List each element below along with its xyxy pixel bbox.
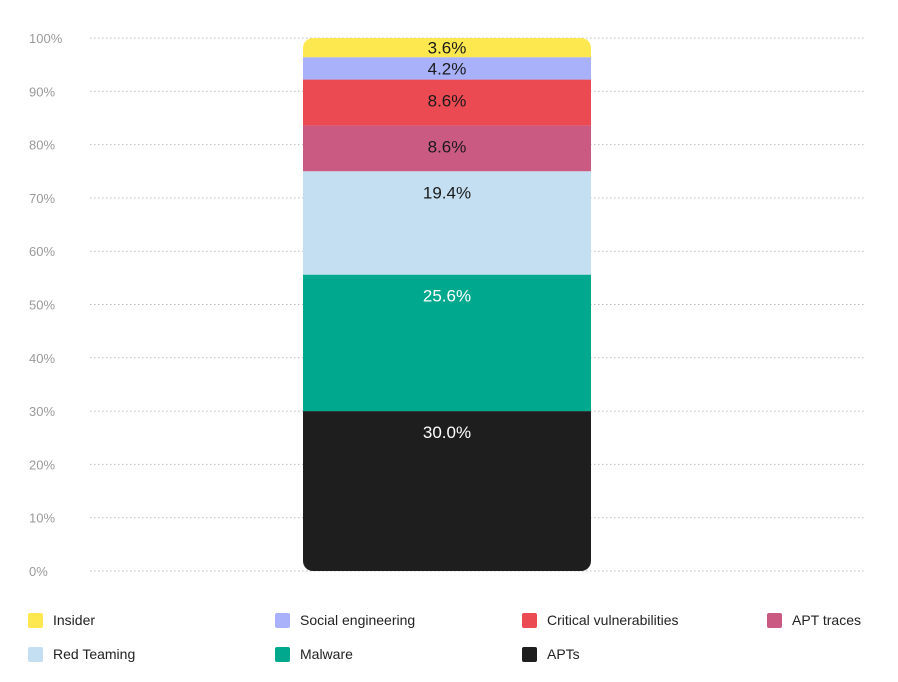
legend: Insider Social engineering Critical vuln… [0, 600, 898, 682]
bar-segment [303, 125, 591, 172]
bar-value-label: 25.6% [423, 287, 471, 306]
y-tick-label: 90% [29, 84, 55, 99]
legend-item-social-engineering: Social engineering [275, 612, 415, 628]
bar-value-label: 3.6% [428, 39, 467, 58]
legend-swatch-red-teaming [28, 646, 43, 662]
legend-swatch-apt-traces [767, 612, 782, 628]
bar-segment [303, 38, 591, 58]
y-tick-label: 0% [29, 564, 48, 579]
legend-label-critical-vulnerabilities: Critical vulnerabilities [547, 612, 679, 628]
legend-item-apt-traces: APT traces [767, 612, 861, 628]
stacked-bar [303, 38, 591, 571]
legend-label-malware: Malware [300, 646, 353, 662]
legend-label-apt-traces: APT traces [792, 612, 861, 628]
legend-item-insider: Insider [28, 612, 95, 628]
y-tick-label: 100% [29, 31, 63, 46]
legend-item-red-teaming: Red Teaming [28, 646, 135, 662]
legend-label-social-engineering: Social engineering [300, 612, 416, 628]
legend-label-apts: APTs [547, 646, 580, 662]
bar-segment [303, 79, 591, 126]
bar-value-label: 8.6% [428, 137, 467, 156]
legend-swatch-social-engineering [275, 612, 290, 628]
chart-canvas: 0% 10% 20% 30% 40% 50% 60% 70% 80% 90% 100% 30.0% 25… [29, 31, 866, 579]
bar-segment [303, 274, 591, 412]
bar-segment [303, 411, 591, 571]
bar-segment [303, 57, 591, 80]
y-tick-label: 40% [29, 351, 55, 366]
bar-value-label: 8.6% [428, 92, 467, 111]
legend-label-insider: Insider [53, 612, 96, 628]
legend-item-critical-vulnerabilities: Critical vulnerabilities [522, 612, 679, 628]
legend-swatch-insider [28, 612, 43, 628]
y-tick-label: 20% [29, 457, 55, 472]
y-tick-label: 70% [29, 191, 55, 206]
y-tick-label: 10% [29, 511, 55, 526]
stacked-bar-chart: 0% 10% 20% 30% 40% 50% 60% 70% 80% 90% 100% 30.0% 25… [29, 31, 866, 579]
bar-value-label: 4.2% [428, 59, 467, 78]
y-tick-label: 50% [29, 298, 55, 313]
bar-segment [303, 171, 591, 275]
y-tick-label: 30% [29, 404, 55, 419]
legend-swatch-apts [522, 646, 537, 662]
legend-label-red-teaming: Red Teaming [53, 646, 136, 662]
legend-swatch-critical-vulnerabilities [522, 612, 537, 628]
bar-value-label: 19.4% [423, 183, 471, 202]
legend-item-apts: APTs [522, 646, 580, 662]
bar-value-label: 30.0% [423, 423, 471, 442]
y-tick-label: 60% [29, 244, 55, 259]
y-tick-label: 80% [29, 138, 55, 153]
legend-item-malware: Malware [275, 646, 353, 662]
legend-swatch-malware [275, 646, 290, 662]
